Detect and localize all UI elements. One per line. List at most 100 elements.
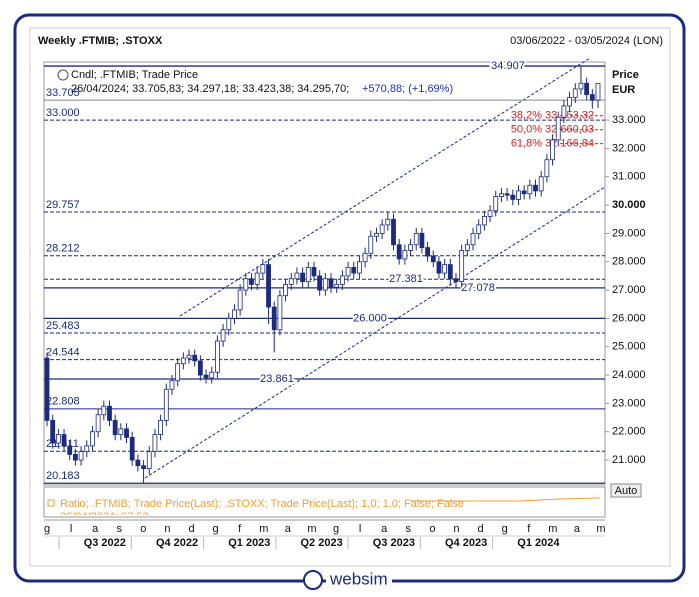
candle-body — [203, 374, 209, 379]
candle-body — [521, 190, 527, 195]
candle-body — [271, 306, 277, 331]
brand: websim — [329, 569, 388, 588]
candle-body — [504, 193, 510, 196]
month-label: d — [188, 523, 194, 535]
candle-body — [294, 272, 300, 280]
y-tick-label: 32.000 — [612, 142, 646, 154]
candle-body — [220, 329, 226, 342]
channel-upper — [179, 57, 591, 317]
month-label: m — [548, 523, 557, 535]
month-label: g — [213, 523, 219, 535]
quarter-label: Q2 2023 — [300, 537, 342, 549]
month-label: n — [164, 523, 170, 535]
quarter-label: Q4 2022 — [156, 537, 198, 549]
candle-body — [328, 278, 334, 288]
candle-body — [595, 82, 601, 101]
candle-body — [499, 193, 504, 197]
candle-body — [146, 451, 152, 469]
month-label: s — [406, 523, 412, 535]
candle-body — [95, 414, 101, 433]
candle-body — [141, 465, 146, 469]
candle-body — [163, 388, 169, 421]
candle-body — [385, 218, 391, 226]
level-label: 28.212 — [46, 243, 80, 255]
candle-body — [374, 233, 379, 237]
candle-body — [209, 371, 215, 379]
auto-label[interactable]: Auto — [615, 485, 638, 497]
candle-body — [442, 264, 448, 274]
candle-body — [436, 261, 442, 274]
level-label: 24.544 — [46, 347, 80, 359]
candle-body — [118, 428, 124, 435]
candle-body — [300, 272, 306, 282]
candle-body — [124, 428, 129, 438]
candle-body — [175, 363, 181, 382]
candle-body — [533, 184, 538, 192]
panel — [29, 27, 671, 567]
candle-body — [152, 434, 158, 452]
candle-body — [396, 244, 402, 260]
axis-label: EUR — [612, 84, 635, 96]
candle-body — [464, 244, 470, 251]
legend-line2: 26/04/2024; 33.705,83; 34.297,18; 33.423… — [71, 83, 349, 95]
level-label: 22.808 — [46, 396, 80, 408]
candle-body — [419, 233, 425, 248]
candle-body — [470, 233, 476, 246]
month-label: m — [307, 523, 316, 535]
month-label: n — [453, 523, 459, 535]
candle-body — [493, 196, 499, 212]
candle-body — [101, 405, 107, 416]
fib-label: 38,2% 33.153,32 — [511, 110, 594, 122]
month-label: f — [527, 523, 531, 535]
fib-label: 50,0% 32.660,03 — [511, 124, 594, 136]
axis-label: Price — [612, 69, 639, 81]
candle-body — [192, 354, 198, 362]
candle-body — [550, 139, 555, 161]
auto-button[interactable] — [610, 483, 642, 498]
level-label: 20.183 — [46, 470, 80, 482]
candle-body — [243, 278, 249, 291]
month-label: a — [92, 523, 99, 535]
candle-body — [129, 437, 135, 461]
plot-area — [43, 61, 606, 486]
ratio-last: 26/04/2024; 67,58 — [60, 511, 149, 523]
quarter-label: Q4 2023 — [445, 537, 487, 549]
candle-body — [368, 235, 374, 254]
candle-body — [215, 340, 220, 373]
candle-body — [73, 454, 78, 461]
month-label: d — [478, 523, 484, 535]
candle-body — [44, 357, 50, 421]
ratio-line — [410, 497, 601, 502]
logo-icon — [303, 570, 323, 590]
y-tick-label: 21.000 — [612, 454, 646, 466]
candle-body — [277, 295, 283, 331]
candle-body — [459, 250, 465, 282]
ratio-panel — [43, 486, 606, 518]
month-label: m — [259, 523, 268, 535]
month-label: g — [333, 523, 339, 535]
candle-body — [413, 233, 419, 246]
candle-body — [351, 267, 357, 274]
ratio-legend: Ratio; .FTMIB; Trade Price(Last); .STOXX… — [60, 498, 464, 510]
month-label: o — [429, 523, 435, 535]
candle-body — [112, 420, 118, 435]
candle-body — [169, 380, 175, 390]
month-label: f — [238, 523, 242, 535]
month-label: a — [574, 523, 581, 535]
candle-body — [362, 252, 368, 263]
level-label: 27.381 — [389, 273, 423, 285]
candle-body — [226, 318, 232, 331]
candle-body — [107, 405, 112, 421]
level-label: 27.078 — [461, 282, 495, 294]
candle-body — [61, 434, 67, 447]
candle-body — [561, 105, 567, 118]
month-label: s — [117, 523, 123, 535]
y-tick-label: 27.000 — [612, 284, 646, 296]
candle-body — [288, 278, 294, 285]
ratio-icon — [47, 499, 55, 507]
candle-body — [578, 82, 584, 90]
candle-body — [430, 255, 436, 263]
date-range: 03/06/2022 - 03/05/2024 (LON) — [510, 35, 663, 47]
candle-body — [158, 420, 164, 435]
